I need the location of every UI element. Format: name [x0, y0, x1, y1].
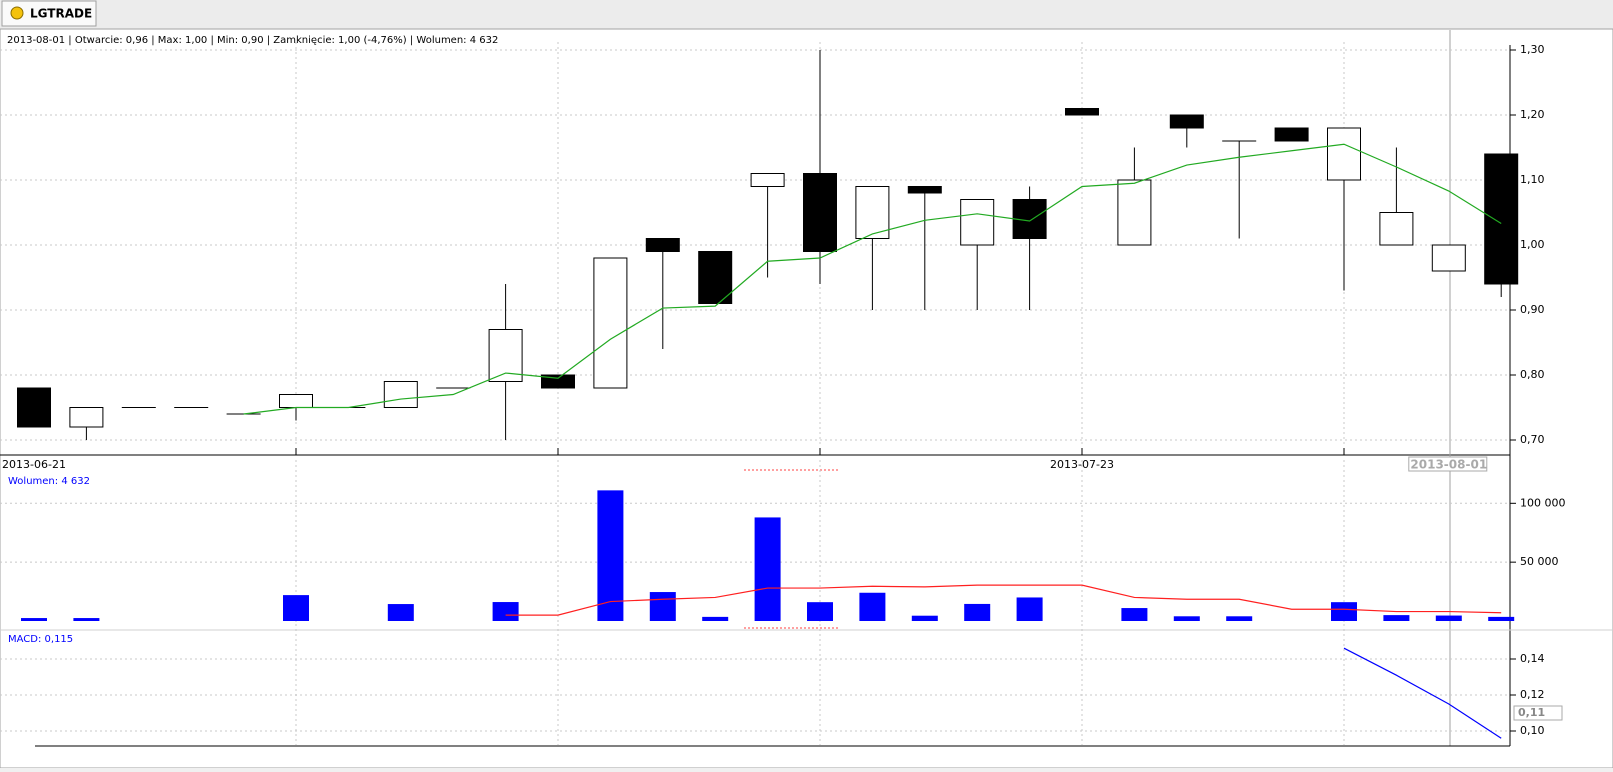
candle-body [1274, 127, 1309, 142]
y-tick-label: 100 000 [1520, 496, 1566, 509]
volume-bar [964, 603, 991, 621]
line-series [1343, 647, 1502, 739]
volume-bar [387, 604, 414, 621]
y-tick-label: 0,10 [1520, 724, 1545, 737]
x-tick-label: 2013-07-23 [1050, 458, 1114, 471]
chart-area [0, 28, 1613, 769]
y-tick-label: 1,30 [1520, 43, 1545, 56]
volume-bar [1173, 616, 1200, 621]
volume-bar [807, 602, 833, 621]
x-tick-label: 2013-08-01 [1410, 458, 1487, 472]
y-tick-label: 0,70 [1520, 433, 1545, 446]
candle-body [1431, 244, 1466, 272]
volume-bar [597, 490, 624, 621]
candle-body [1065, 108, 1099, 116]
y-tick-label: 0,80 [1520, 368, 1545, 381]
candle-body [960, 199, 995, 246]
tab-icon [10, 6, 24, 20]
volume-bar [492, 602, 519, 621]
candle-body [593, 257, 628, 389]
candle-body [1484, 153, 1519, 285]
candle-body [803, 173, 837, 252]
volume-bar [1331, 602, 1357, 621]
candle-body [645, 238, 680, 252]
candle-body [907, 186, 942, 194]
candle-body [17, 387, 51, 428]
macd-label: MACD: 0,115 [8, 634, 73, 645]
volume-bar [649, 592, 676, 621]
candle-body [1169, 114, 1204, 129]
candle-body [383, 381, 418, 408]
volume-bar [702, 616, 729, 621]
y-tick-label: 0,90 [1520, 303, 1545, 316]
tab-title: LGTRADE [30, 7, 92, 21]
y-tick-label: 50 000 [1520, 555, 1559, 568]
cursor-label: 0,11 [1518, 706, 1545, 719]
volume-bar [21, 618, 47, 621]
volume-bar [911, 615, 938, 621]
candle-body [541, 374, 575, 389]
line-series [505, 584, 1502, 616]
volume-bar [859, 592, 886, 621]
candle-body [1379, 212, 1414, 246]
volume-bar [1121, 608, 1148, 621]
price-header: 2013-08-01 | Otwarcie: 0,96 | Max: 1,00 … [7, 35, 498, 46]
candle-body [1327, 127, 1361, 181]
candle-body [855, 186, 890, 239]
candle-body [1117, 179, 1152, 246]
tab-bar [0, 0, 1613, 28]
volume-bar [1435, 615, 1462, 621]
volume-bar [754, 517, 781, 621]
volume-bar [1226, 616, 1253, 621]
cursor-label-box [1408, 456, 1488, 472]
volume-bar [1016, 597, 1043, 621]
y-tick-label: 1,20 [1520, 108, 1545, 121]
volume-bar [283, 595, 309, 621]
volume-bar [1383, 615, 1410, 621]
volume-bar [73, 618, 100, 621]
candle-body [69, 407, 104, 428]
y-tick-label: 0,14 [1520, 652, 1545, 665]
line-series [243, 143, 1502, 415]
candle-body [698, 251, 733, 304]
volume-label: Wolumen: 4 632 [8, 476, 90, 487]
candle-body [750, 173, 785, 187]
x-tick-label: 2013-06-21 [2, 458, 66, 471]
y-tick-label: 0,12 [1520, 688, 1545, 701]
candle-body [279, 394, 313, 408]
cursor-label-box [1513, 705, 1563, 721]
volume-bar [1488, 616, 1515, 621]
y-tick-label: 1,10 [1520, 173, 1545, 186]
y-tick-label: 1,00 [1520, 238, 1545, 251]
